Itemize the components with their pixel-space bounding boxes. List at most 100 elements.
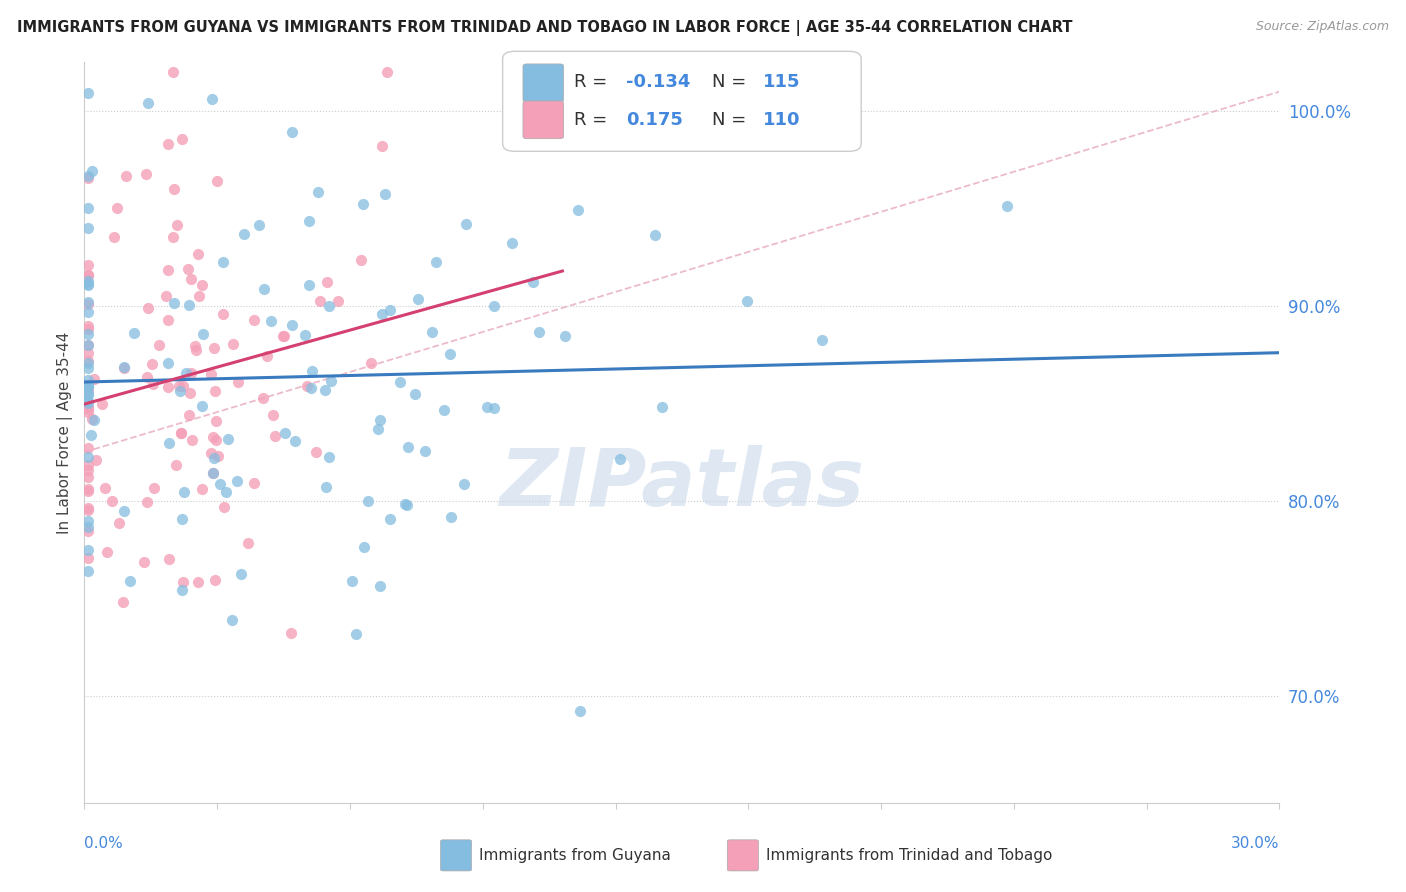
Point: [77, 338, 100, 352]
Point: [163, 182, 186, 196]
Point: [77, 483, 100, 497]
Point: [170, 426, 193, 441]
Point: [318, 450, 340, 464]
Point: [157, 436, 180, 450]
Point: [226, 474, 249, 488]
Point: [215, 484, 238, 499]
Point: [482, 299, 505, 313]
Point: [112, 359, 135, 374]
Point: [77, 274, 100, 288]
Point: [567, 202, 589, 217]
Point: [205, 414, 228, 428]
Point: [242, 313, 264, 327]
Point: [522, 275, 544, 289]
Point: [163, 296, 186, 310]
Point: [91, 397, 114, 411]
Point: [77, 463, 100, 477]
Point: [651, 401, 673, 415]
Point: [77, 564, 100, 578]
Point: [120, 574, 142, 588]
Point: [284, 434, 307, 448]
Point: [221, 613, 243, 627]
Text: 30.0%: 30.0%: [1232, 836, 1279, 851]
FancyBboxPatch shape: [523, 101, 564, 138]
Text: Source: ZipAtlas.com: Source: ZipAtlas.com: [1256, 20, 1389, 33]
Point: [172, 582, 194, 597]
Point: [77, 373, 100, 387]
Point: [77, 379, 100, 393]
Point: [301, 364, 323, 378]
Point: [298, 214, 321, 228]
Point: [454, 217, 477, 231]
Point: [367, 422, 389, 436]
Point: [77, 171, 100, 186]
Text: 0.0%: 0.0%: [84, 836, 124, 851]
Point: [453, 477, 475, 491]
Point: [77, 268, 100, 282]
Point: [375, 65, 398, 79]
Point: [440, 510, 463, 524]
Point: [371, 307, 394, 321]
Point: [378, 511, 401, 525]
Point: [157, 551, 180, 566]
Point: [77, 297, 100, 311]
Point: [501, 235, 523, 250]
Point: [396, 441, 419, 455]
Text: 115: 115: [763, 73, 800, 91]
Point: [77, 515, 100, 529]
Point: [173, 485, 195, 500]
Point: [212, 255, 235, 269]
Point: [77, 305, 100, 319]
Point: [204, 574, 226, 588]
FancyBboxPatch shape: [523, 64, 564, 102]
Point: [394, 497, 416, 511]
Point: [609, 451, 631, 466]
Point: [180, 366, 202, 380]
Point: [187, 575, 209, 590]
Point: [77, 441, 100, 455]
Point: [77, 501, 100, 516]
Point: [357, 494, 380, 508]
Point: [527, 325, 550, 339]
Y-axis label: In Labor Force | Age 35-44: In Labor Force | Age 35-44: [58, 332, 73, 533]
Point: [77, 396, 100, 410]
Point: [374, 186, 396, 201]
Text: IMMIGRANTS FROM GUYANA VS IMMIGRANTS FROM TRINIDAD AND TOBAGO IN LABOR FORCE | A: IMMIGRANTS FROM GUYANA VS IMMIGRANTS FRO…: [17, 20, 1073, 36]
Point: [229, 566, 252, 581]
Point: [77, 388, 100, 402]
Text: N =: N =: [711, 112, 752, 129]
Point: [111, 595, 134, 609]
Point: [77, 470, 100, 484]
Text: 0.175: 0.175: [626, 112, 683, 129]
Point: [108, 516, 131, 530]
Point: [420, 325, 443, 339]
Point: [142, 376, 165, 391]
Point: [439, 347, 461, 361]
Point: [207, 174, 229, 188]
Point: [475, 400, 498, 414]
Point: [187, 246, 209, 260]
Point: [186, 343, 208, 357]
Point: [77, 551, 100, 566]
Point: [307, 186, 329, 200]
Point: [77, 169, 100, 184]
Text: Immigrants from Guyana: Immigrants from Guyana: [479, 848, 671, 863]
Point: [368, 579, 391, 593]
Text: R =: R =: [575, 73, 613, 91]
Text: R =: R =: [575, 112, 619, 129]
Point: [169, 384, 191, 399]
Point: [554, 329, 576, 343]
Point: [202, 467, 225, 481]
Point: [201, 92, 224, 106]
Point: [77, 542, 100, 557]
Point: [77, 484, 100, 499]
Point: [191, 399, 214, 413]
Point: [202, 451, 225, 466]
Text: Immigrants from Trinidad and Tobago: Immigrants from Trinidad and Tobago: [766, 848, 1052, 863]
Point: [170, 425, 193, 440]
Point: [309, 294, 332, 309]
Point: [177, 408, 200, 422]
Point: [112, 361, 135, 376]
Text: ZIPatlas: ZIPatlas: [499, 445, 865, 524]
Point: [191, 482, 214, 496]
